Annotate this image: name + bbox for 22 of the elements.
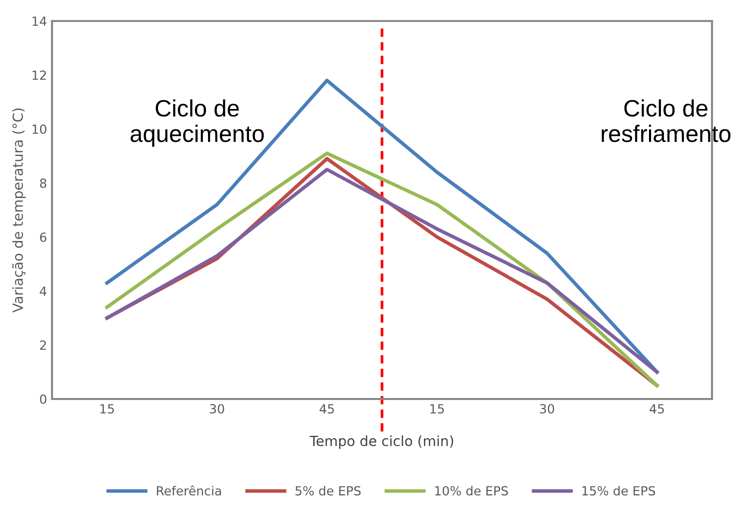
x-axis-title: Tempo de ciclo (min) bbox=[310, 435, 454, 449]
y-tick-label: 8 bbox=[40, 178, 46, 188]
x-tick-label: 45 bbox=[650, 404, 664, 414]
legend-label: 15% de EPS bbox=[582, 486, 656, 496]
y-tick-label: 6 bbox=[40, 232, 46, 242]
x-tick-label: 30 bbox=[540, 404, 554, 414]
y-tick-label: 4 bbox=[40, 286, 46, 296]
legend-label: Referência bbox=[156, 485, 221, 496]
x-tick-label: 30 bbox=[210, 404, 224, 414]
x-tick-label: 45 bbox=[320, 404, 334, 414]
y-tick-label: 2 bbox=[40, 340, 46, 350]
y-tick-label: 12 bbox=[32, 70, 46, 80]
legend-label: 10% de EPS bbox=[435, 486, 508, 496]
x-tick-label: 15 bbox=[100, 404, 114, 414]
y-tick-label: 14 bbox=[32, 16, 46, 26]
annotation: Ciclo de resfriamento bbox=[602, 99, 730, 142]
annotation: Ciclo de aquecimento bbox=[130, 99, 264, 147]
y-axis-title: Variação de temperatura (°C) bbox=[12, 108, 26, 313]
y-tick-label: 0 bbox=[40, 394, 46, 404]
x-tick-label: 15 bbox=[430, 404, 444, 414]
legend-label: 5% de EPS bbox=[296, 486, 361, 496]
y-tick-label: 10 bbox=[32, 124, 46, 134]
